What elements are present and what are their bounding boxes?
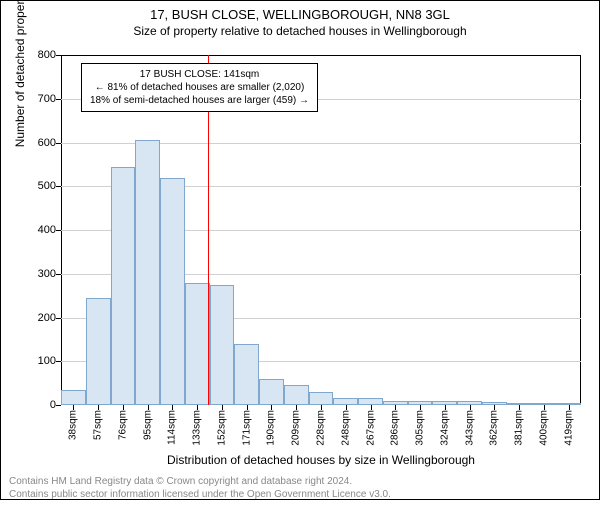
histogram-bar	[383, 401, 408, 405]
ytick-label: 700	[38, 93, 56, 105]
histogram-bar	[210, 285, 235, 405]
xtick-label: 38sqm	[68, 410, 79, 440]
y-axis-label: Number of detached properties	[13, 0, 27, 147]
footer-line2: Contains public sector information licen…	[9, 489, 391, 502]
histogram-bar	[259, 379, 284, 405]
ytick-mark	[56, 405, 61, 406]
xtick-label: 190sqm	[266, 410, 277, 446]
ytick-mark	[56, 318, 61, 319]
annotation-line3: 18% of semi-detached houses are larger (…	[90, 94, 309, 107]
histogram-bar	[507, 403, 532, 405]
xtick-label: 286sqm	[390, 410, 401, 446]
chart-subtitle: Size of property relative to detached ho…	[1, 24, 599, 38]
xtick-label: 57sqm	[93, 410, 104, 440]
ytick-mark	[56, 55, 61, 56]
histogram-bar	[309, 392, 334, 405]
xtick-label: 419sqm	[563, 410, 574, 446]
ytick-mark	[56, 230, 61, 231]
ytick-label: 600	[38, 137, 56, 149]
chart-container: 17, BUSH CLOSE, WELLINGBOROUGH, NN8 3GL …	[1, 7, 599, 505]
histogram-bar	[457, 401, 482, 405]
x-axis-label: Distribution of detached houses by size …	[167, 453, 475, 467]
histogram-bar	[432, 401, 457, 405]
histogram-bar	[556, 403, 581, 405]
xtick-label: 343sqm	[464, 410, 475, 446]
ytick-label: 200	[38, 312, 56, 324]
plot-area: 0100200300400500600700800 38sqm57sqm76sq…	[61, 55, 581, 405]
histogram-bar	[160, 178, 185, 406]
ytick-mark	[56, 99, 61, 100]
histogram-bar	[135, 140, 160, 405]
xtick-label: 152sqm	[216, 410, 227, 446]
chart-title: 17, BUSH CLOSE, WELLINGBOROUGH, NN8 3GL	[1, 7, 599, 22]
xtick-label: 95sqm	[142, 410, 153, 440]
ytick-mark	[56, 143, 61, 144]
ytick-label: 300	[38, 268, 56, 280]
xtick-label: 114sqm	[167, 410, 178, 445]
footer: Contains HM Land Registry data © Crown c…	[9, 476, 391, 501]
xtick-label: 171sqm	[241, 410, 252, 446]
annotation-line2: ← 81% of detached houses are smaller (2,…	[90, 81, 309, 94]
xtick-label: 133sqm	[192, 410, 203, 446]
xtick-label: 248sqm	[340, 410, 351, 446]
annotation-box: 17 BUSH CLOSE: 141sqm ← 81% of detached …	[81, 63, 318, 112]
histogram-bar	[111, 167, 136, 405]
histogram-bar	[284, 385, 309, 405]
histogram-bar	[482, 402, 507, 406]
ytick-label: 500	[38, 180, 56, 192]
ytick-label: 100	[38, 355, 56, 367]
xtick-label: 228sqm	[316, 410, 327, 446]
annotation-line1: 17 BUSH CLOSE: 141sqm	[90, 68, 309, 81]
histogram-bar	[86, 298, 111, 405]
ytick-mark	[56, 274, 61, 275]
histogram-bar	[61, 390, 86, 405]
ytick-label: 0	[50, 399, 56, 411]
ytick-mark	[56, 186, 61, 187]
xtick-label: 400sqm	[538, 410, 549, 446]
ytick-mark	[56, 361, 61, 362]
xtick-label: 324sqm	[439, 410, 450, 446]
histogram-bar	[185, 283, 210, 406]
xtick-label: 267sqm	[365, 410, 376, 446]
xtick-label: 305sqm	[415, 410, 426, 446]
histogram-bar	[234, 344, 259, 405]
xtick-label: 76sqm	[117, 410, 128, 440]
histogram-bar	[408, 401, 433, 405]
ytick-label: 400	[38, 224, 56, 236]
ytick-label: 800	[38, 49, 56, 61]
xtick-label: 362sqm	[489, 410, 500, 446]
xtick-label: 381sqm	[514, 410, 525, 446]
histogram-bar	[333, 398, 358, 405]
footer-line1: Contains HM Land Registry data © Crown c…	[9, 476, 391, 489]
histogram-bar	[531, 403, 556, 405]
xtick-label: 209sqm	[291, 410, 302, 446]
histogram-bar	[358, 398, 383, 405]
